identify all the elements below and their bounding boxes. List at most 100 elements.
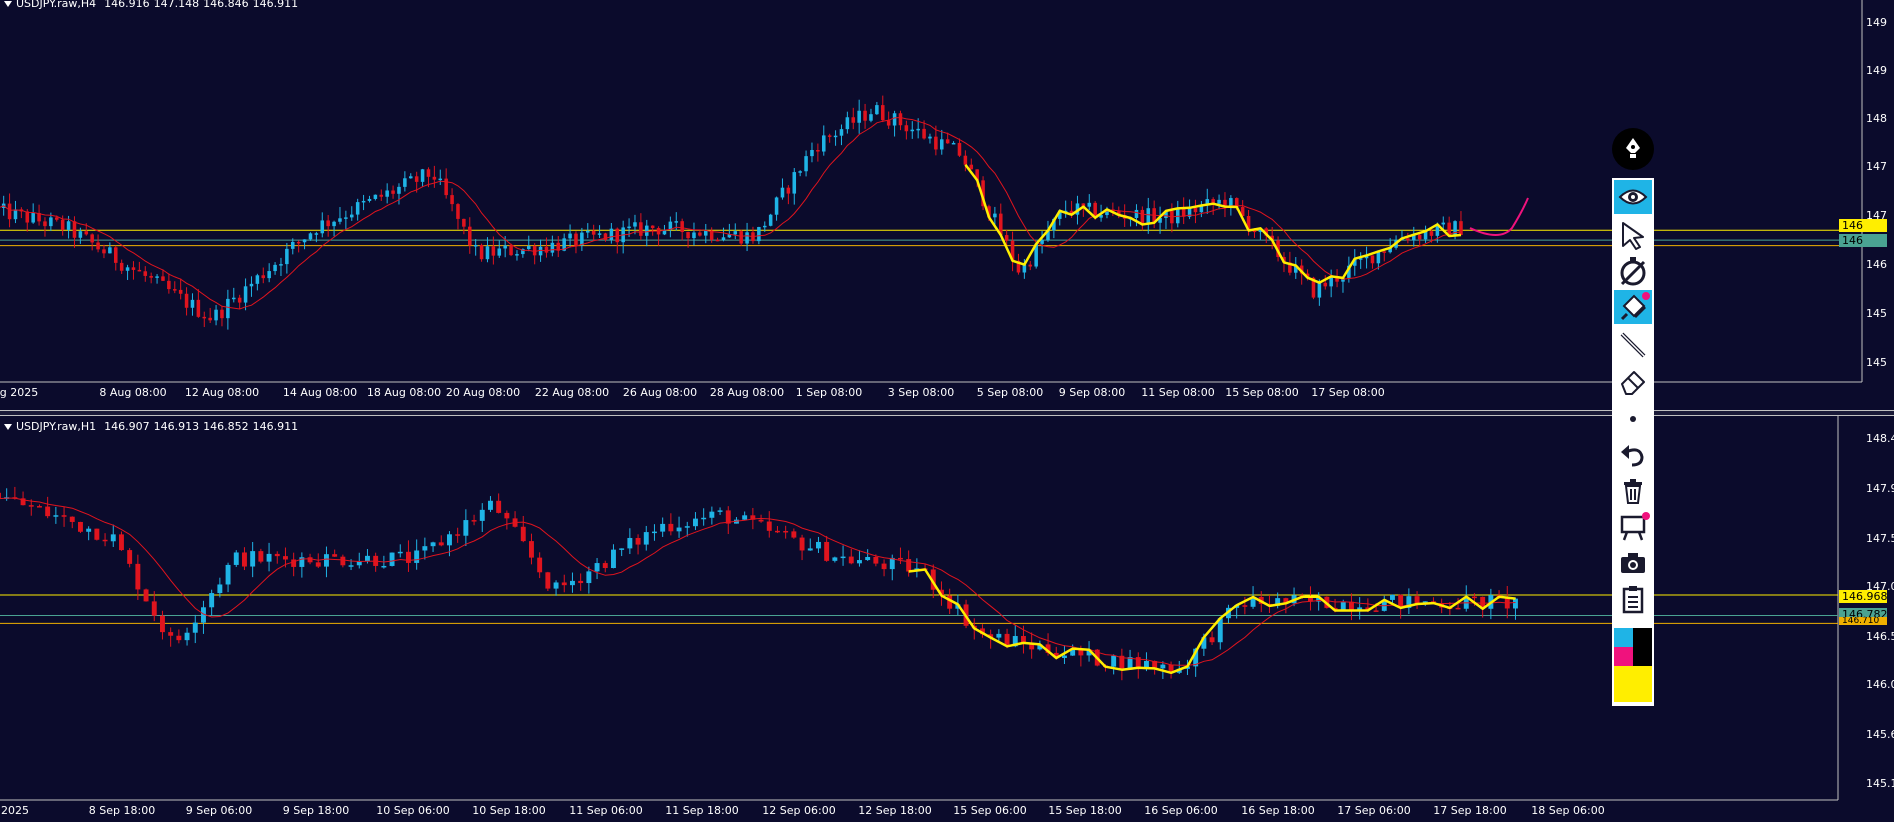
candle-body: [1472, 596, 1477, 599]
candle-body: [1358, 258, 1363, 260]
candle-body: [242, 552, 247, 567]
candle-body: [471, 520, 477, 522]
candle-body: [988, 634, 994, 638]
candle-body: [553, 582, 559, 589]
candle-body: [403, 178, 407, 187]
line-button[interactable]: [1614, 328, 1652, 362]
candle-body: [31, 213, 35, 223]
dot-size-button[interactable]: [1614, 402, 1652, 436]
visibility-button[interactable]: [1614, 180, 1652, 214]
price-tick-label: 149: [1866, 64, 1887, 77]
undo-button[interactable]: [1614, 438, 1652, 472]
candle-body: [167, 280, 171, 290]
candle-body: [504, 512, 510, 519]
candle-body: [676, 527, 682, 532]
collapse-triangle-icon[interactable]: [4, 1, 12, 7]
presentation-icon: [1620, 515, 1646, 541]
candle-body: [373, 194, 378, 199]
price-tick-label: 149: [1866, 16, 1887, 29]
candle-body: [20, 498, 26, 506]
undo-icon: [1621, 445, 1644, 467]
candle-body: [1111, 655, 1117, 667]
select-button[interactable]: [1614, 218, 1652, 252]
candle-body: [832, 557, 838, 561]
palette-swatch-yellow[interactable]: [1614, 666, 1652, 702]
candle-body: [84, 231, 89, 235]
highlighter-button[interactable]: [1614, 290, 1652, 324]
candle-body: [414, 176, 419, 182]
color-palette[interactable]: [1614, 628, 1652, 702]
candle-body: [468, 226, 472, 246]
candle-body: [792, 172, 797, 194]
time-tick-label: 28 Aug 08:00: [709, 386, 785, 399]
moving-average-line: [0, 116, 1462, 310]
candle-body: [824, 541, 830, 561]
time-tick-label: 10 Sep 18:00: [472, 804, 546, 817]
candle-body: [980, 628, 985, 635]
candle-body: [1078, 648, 1084, 656]
candle-body: [291, 559, 297, 567]
clipboard-button[interactable]: [1614, 582, 1652, 616]
h4-chart-canvas[interactable]: [0, 0, 1894, 410]
candle-body: [1146, 208, 1151, 225]
candle-body: [119, 262, 124, 271]
pane-separator[interactable]: [0, 410, 1894, 416]
candle-body: [192, 622, 198, 633]
candle-body: [1223, 199, 1227, 207]
candle-body: [348, 565, 354, 567]
palette-swatch-magenta[interactable]: [1614, 647, 1633, 666]
candle-body: [1028, 264, 1033, 267]
candle-body: [515, 254, 519, 256]
candle-body: [733, 231, 738, 235]
delete-button[interactable]: [1614, 474, 1652, 508]
candle-body: [947, 595, 953, 609]
moving-average-line: [0, 497, 1516, 666]
palette-swatch-black[interactable]: [1633, 628, 1652, 647]
pen-tool-button[interactable]: [1612, 128, 1654, 170]
candle-body: [497, 248, 502, 256]
price-tick-label: 147.511: [1866, 532, 1894, 545]
candle-body: [889, 557, 895, 570]
h1-chart-pane[interactable]: USDJPY.raw,H1 146.907 146.913 146.852 146.91…: [0, 416, 1894, 822]
time-tick-label: 16 Sep 18:00: [1241, 804, 1315, 817]
candle-body: [267, 271, 271, 279]
candle-body: [848, 556, 854, 564]
screenshot-button[interactable]: [1614, 546, 1652, 580]
candle-body: [53, 515, 59, 517]
board-button[interactable]: [1614, 510, 1652, 544]
trash-icon: [1624, 479, 1642, 504]
candle-body: [945, 139, 950, 144]
eraser-button[interactable]: [1614, 364, 1652, 398]
h1-open: 146.907: [104, 420, 150, 433]
timer-button[interactable]: [1614, 254, 1652, 288]
candle-body: [255, 275, 260, 284]
candle-body: [1004, 633, 1010, 647]
candle-body: [955, 604, 961, 609]
h4-chart-pane[interactable]: USDJPY.raw,H4 146.916 147.148 146.846 146.91…: [0, 0, 1894, 410]
stopwatch-icon: [1620, 257, 1646, 286]
candle-body: [13, 209, 18, 220]
color-dot-icon: [1642, 512, 1650, 520]
candle-body: [1382, 251, 1387, 253]
candle-body: [143, 271, 148, 276]
candle-body: [1305, 273, 1310, 278]
time-tick-label: 1 Sep 08:00: [795, 386, 863, 399]
palette-swatch-black-2[interactable]: [1633, 647, 1652, 666]
candle-body: [503, 245, 507, 249]
time-tick-label: 17 Sep 08:00: [1311, 386, 1385, 399]
collapse-triangle-icon[interactable]: [4, 424, 12, 430]
h1-chart-canvas[interactable]: [0, 416, 1894, 822]
candle-body: [1455, 607, 1461, 610]
candle-body: [987, 206, 991, 218]
candle-body: [591, 230, 596, 235]
candle-body: [594, 563, 600, 572]
candle-body: [1357, 607, 1363, 611]
candle-body: [857, 110, 861, 123]
candle-body: [1045, 644, 1051, 653]
candle-body: [49, 217, 53, 227]
candle-body: [1441, 222, 1446, 225]
candle-body: [611, 549, 616, 569]
candle-body: [578, 580, 584, 584]
candle-body: [639, 222, 643, 236]
palette-swatch-cyan[interactable]: [1614, 628, 1633, 647]
